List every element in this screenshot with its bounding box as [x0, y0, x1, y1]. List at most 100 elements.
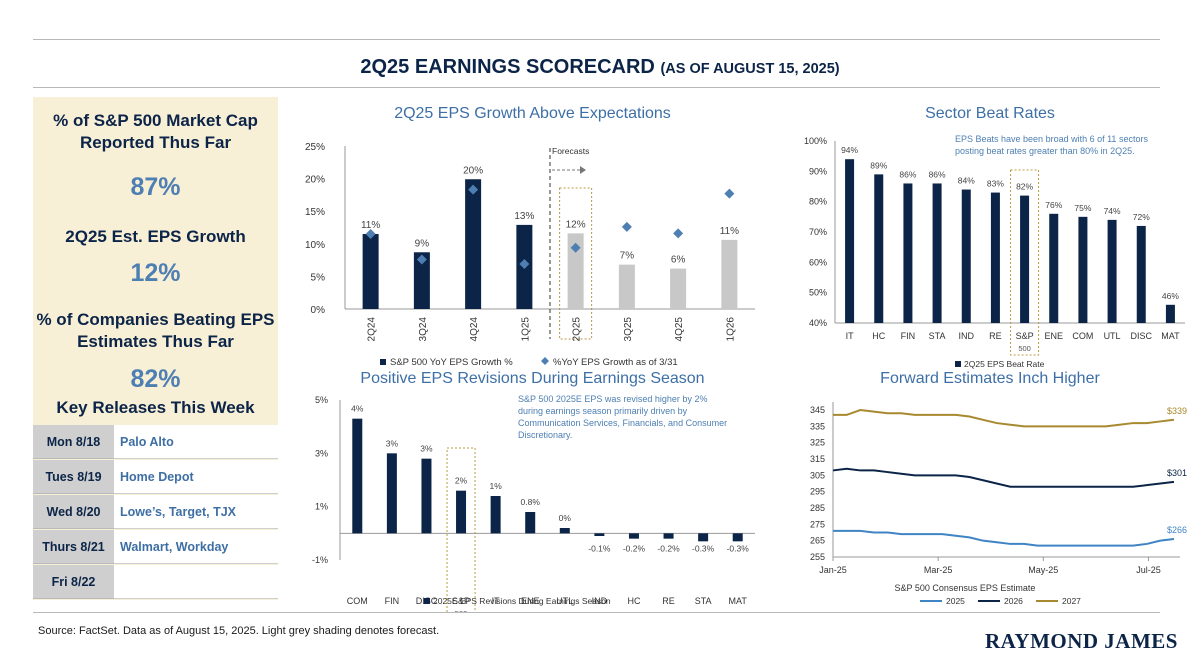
page-title: 2Q25 EARNINGS SCORECARD (AS OF AUGUST 15…: [0, 56, 1200, 79]
bar: [594, 533, 605, 536]
eps-growth-chart: 0% 5% 10% 15% 20% 25% Forecasts 11% 2Q24 9% 3Q24 20…: [305, 142, 755, 368]
release-row: Mon 8/18 Palo Alto: [33, 425, 278, 459]
release-row: Thurs 8/21 Walmart, Workday: [33, 530, 278, 564]
x-tick-label: STA: [695, 596, 712, 606]
bar: [845, 159, 855, 323]
data-label: 11%: [361, 220, 380, 231]
data-label: 82%: [1016, 182, 1033, 192]
bar: [732, 533, 743, 542]
data-label: 4%: [351, 404, 364, 414]
series-line: [832, 467, 1175, 488]
x-tick-label: ENE: [1044, 331, 1063, 341]
diamond-marker: [621, 221, 632, 232]
bar: [456, 490, 467, 534]
bar: [990, 192, 1000, 323]
title-rule: [33, 87, 1160, 88]
x-tick-label: Jul-25: [1136, 565, 1161, 575]
x-tick-label: COM: [1072, 331, 1093, 341]
data-label: 3%: [420, 444, 433, 454]
y-tick-label: 90%: [809, 166, 827, 176]
stat-eps-growth-label: 2Q25 Est. EPS Growth: [65, 227, 246, 246]
stat-beating-value: 82%: [130, 365, 181, 393]
x-tick-label: S&P: [452, 596, 470, 606]
bar: [874, 174, 884, 323]
release-day: Tues 8/19: [33, 460, 114, 494]
bar: [1107, 219, 1117, 323]
x-tick-label: Jan-25: [819, 565, 847, 575]
x-tick-label: UTL: [556, 596, 573, 606]
bar: [525, 512, 536, 534]
diamond-marker: [570, 242, 581, 253]
x-tick-label: IND: [592, 596, 608, 606]
legend-label: S&P 500 YoY EPS Growth %: [390, 357, 513, 368]
chart-annotation: S&P 500 2025E EPS was revised higher by …: [518, 394, 707, 404]
data-label: -0.3%: [692, 543, 715, 553]
bar: [932, 183, 942, 323]
x-tick-label: 500: [1018, 344, 1031, 353]
x-tick-label: IND: [959, 331, 975, 341]
y-tick-label: 345: [810, 405, 825, 415]
data-label: 13%: [514, 211, 534, 222]
y-tick-label: 335: [810, 421, 825, 431]
scorecard-panel: % of S&P 500 Market Cap Reported Thus Fa…: [33, 97, 278, 600]
bar: [618, 264, 635, 309]
diamond-marker: [468, 184, 479, 195]
data-label: -0.3%: [727, 543, 750, 553]
chart-annotation: EPS Beats have been broad with 6 of 11 s…: [955, 134, 1148, 144]
data-label: 74%: [1104, 206, 1121, 216]
bar: [670, 268, 687, 309]
x-tick-label: 1Q25: [520, 317, 531, 342]
forecast-arrow-head: [580, 166, 586, 174]
data-label: 9%: [415, 238, 430, 249]
release-day: Wed 8/20: [33, 495, 114, 529]
end-label: $266: [1167, 525, 1187, 535]
y-tick-label: 255: [810, 552, 825, 562]
x-tick-label: UTL: [1104, 331, 1121, 341]
x-tick-label: 500: [455, 609, 468, 612]
legend-swatch: [380, 359, 386, 365]
source-note: Source: FactSet. Data as of August 15, 2…: [38, 625, 440, 637]
title-sub: (AS OF AUGUST 15, 2025): [660, 61, 840, 77]
x-tick-label: RE: [989, 331, 1002, 341]
end-label: $301: [1167, 468, 1187, 478]
x-tick-label: IT: [492, 596, 501, 606]
y-tick-label: 305: [810, 470, 825, 480]
legend-label: 2027: [1062, 596, 1081, 606]
release-events: Home Depot: [114, 460, 278, 494]
x-tick-label: MAT: [1161, 331, 1180, 341]
release-row: Fri 8/22: [33, 565, 278, 599]
x-tick-label: 3Q24: [418, 317, 429, 342]
top-rule: [33, 39, 1160, 40]
y-tick-label: 315: [810, 454, 825, 464]
data-label: -0.2%: [657, 543, 680, 553]
end-label: $339: [1167, 406, 1187, 416]
bar: [628, 533, 639, 539]
chart-annotation: during earnings season primarily driven …: [518, 406, 688, 416]
diamond-marker: [673, 228, 684, 239]
legend-label: 2Q25 EPS Beat Rate: [964, 359, 1045, 369]
x-tick-label: MAT: [729, 596, 748, 606]
chart2-title: Sector Beat Rates: [925, 105, 1055, 122]
x-tick-label: DISC: [1130, 331, 1152, 341]
x-tick-label: 4Q25: [674, 317, 685, 342]
y-tick-label: 100%: [804, 136, 827, 146]
x-tick-label: 1Q26: [725, 317, 736, 342]
data-label: 84%: [958, 176, 975, 186]
release-events: Lowe’s, Target, TJX: [114, 495, 278, 529]
data-label: 83%: [987, 179, 1004, 189]
eps-revisions-chart: -1%1%3%5%4%COM3%FIN3%DISC2%S&P5001%IT0.8…: [312, 394, 755, 612]
y-tick-label: 3%: [315, 448, 328, 458]
raymond-james-logo: RAYMOND JAMES: [985, 629, 1178, 653]
bar: [1165, 304, 1175, 323]
x-tick-label: HC: [872, 331, 885, 341]
y-tick-label: 5%: [315, 395, 328, 405]
diamond-marker: [724, 188, 735, 199]
bar: [1078, 216, 1088, 323]
data-label: 2%: [455, 476, 468, 486]
y-tick-label: 285: [810, 503, 825, 513]
x-tick-label: 4Q24: [469, 317, 480, 342]
data-label: 0.8%: [521, 497, 541, 507]
data-label: 75%: [1074, 203, 1091, 213]
data-label: -0.2%: [623, 543, 646, 553]
forecast-label: Forecasts: [552, 146, 589, 156]
